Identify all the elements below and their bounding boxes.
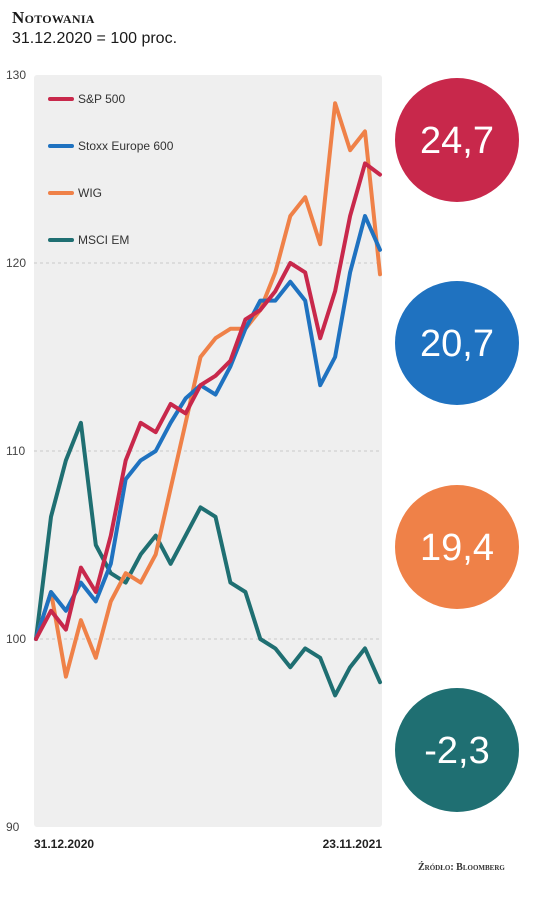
value-badge-label-0: 24,7 <box>420 120 494 162</box>
value-badge-0 <box>395 78 519 202</box>
y-axis-ticks: 90 100 110 120 130 <box>6 68 26 834</box>
source-note: Źródło: Bloomberg <box>418 862 505 873</box>
y-tick-label: 110 <box>6 444 25 458</box>
legend-label-0: S&P 500 <box>78 92 125 106</box>
y-tick-label: 120 <box>6 256 26 270</box>
chart-subtitle: 31.12.2020 = 100 proc. <box>12 30 178 47</box>
x-tick-label-end: 23.11.2021 <box>323 837 383 851</box>
legend: S&P 500 Stoxx Europe 600 WIG MSCI EM <box>48 92 174 247</box>
chart-title: Notowania <box>12 8 95 27</box>
series-line-3 <box>34 420 382 698</box>
value-badge-3 <box>395 688 519 812</box>
y-tick-label: 90 <box>6 820 20 834</box>
gridlines <box>34 262 382 640</box>
y-tick-label: 100 <box>6 632 26 646</box>
value-badge-label-3: -2,3 <box>424 730 489 772</box>
value-badge-1 <box>395 281 519 405</box>
x-tick-label-start: 31.12.2020 <box>34 837 94 851</box>
series-line-0 <box>34 161 382 641</box>
value-badge-2 <box>395 485 519 609</box>
legend-label-2: WIG <box>78 186 102 200</box>
y-tick-label: 130 <box>6 68 26 82</box>
series-line-2 <box>34 101 382 679</box>
value-badges: 24,7 20,7 19,4 -2,3 <box>395 78 519 812</box>
x-axis-ticks: 31.12.2020 23.11.2021 <box>34 837 382 851</box>
legend-label-3: MSCI EM <box>78 233 129 247</box>
value-badge-label-1: 20,7 <box>420 323 494 365</box>
series-line-1 <box>34 214 382 641</box>
series-lines <box>34 101 382 698</box>
legend-label-1: Stoxx Europe 600 <box>78 139 174 153</box>
value-badge-label-2: 19,4 <box>420 527 494 569</box>
